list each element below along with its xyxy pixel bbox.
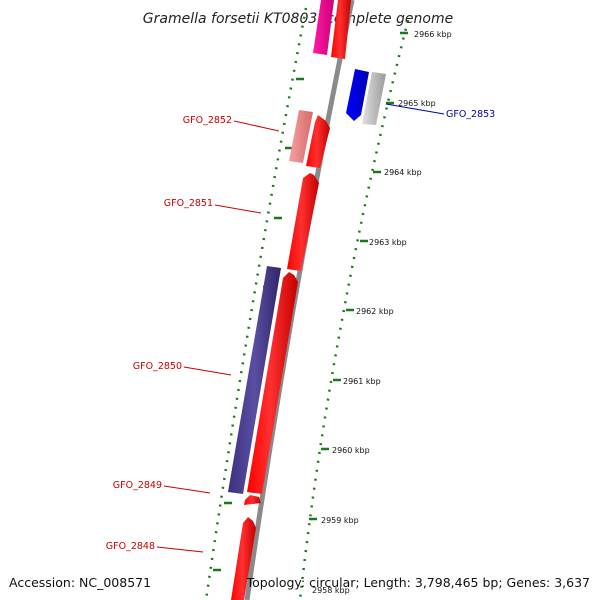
scale-tick-labels: 2966 kbp 2965 kbp 2964 kbp 2963 kbp 2962… bbox=[312, 30, 452, 595]
tick-label: 2959 kbp bbox=[321, 516, 359, 525]
feature-red-gfo-2851[interactable] bbox=[287, 173, 319, 271]
genome-title: Gramella forsetii KT0803, complete genom… bbox=[143, 11, 453, 27]
tick-label: 2961 kbp bbox=[343, 377, 381, 386]
gene-labels: GFO_2853 GFO_2852 GFO_2851 GFO_2850 GFO_… bbox=[106, 109, 495, 552]
feature-track bbox=[228, 0, 386, 600]
gene-label-gfo-2853[interactable]: GFO_2853 bbox=[446, 109, 495, 120]
tick-label: 2963 kbp bbox=[369, 238, 407, 247]
right-ruler-dots bbox=[298, 19, 410, 600]
feature-red-gfo-2848[interactable] bbox=[231, 517, 256, 600]
right-ruler bbox=[298, 19, 410, 600]
gene-leader-lines bbox=[156, 103, 445, 553]
topology-text: Topology: circular; Length: 3,798,465 bp… bbox=[246, 575, 590, 590]
feature-red-gfo-2852[interactable] bbox=[306, 115, 330, 168]
feature-salmon-gfo-2852[interactable] bbox=[289, 110, 313, 163]
tick-label: 2962 kbp bbox=[356, 307, 394, 316]
feature-red-gfo-2849[interactable] bbox=[244, 495, 261, 505]
gene-label-gfo-2850[interactable]: GFO_2850 bbox=[133, 361, 182, 372]
feature-red-gfo-2850[interactable] bbox=[247, 272, 298, 494]
feature-blue-gfo-2853[interactable] bbox=[346, 69, 369, 121]
feature-purple-gfo-2850[interactable] bbox=[228, 266, 281, 494]
tick-label: 2965 kbp bbox=[398, 99, 436, 108]
accession-text: Accession: NC_008571 bbox=[9, 575, 151, 590]
tick-label: 2958 kbp bbox=[312, 586, 350, 595]
left-ruler-dots bbox=[204, 7, 308, 600]
tick-label: 2960 kbp bbox=[332, 446, 370, 455]
tick-label: 2966 kbp bbox=[414, 30, 452, 39]
gene-label-gfo-2852[interactable]: GFO_2852 bbox=[183, 115, 232, 126]
gene-label-gfo-2848[interactable]: GFO_2848 bbox=[106, 541, 155, 552]
feature-pink-top[interactable] bbox=[313, 0, 334, 55]
feature-red-top[interactable] bbox=[331, 0, 351, 59]
feature-grey[interactable] bbox=[362, 72, 386, 125]
right-ruler-major-ticks bbox=[309, 31, 408, 521]
gene-label-gfo-2851[interactable]: GFO_2851 bbox=[164, 198, 213, 209]
gene-label-gfo-2849[interactable]: GFO_2849 bbox=[113, 480, 162, 491]
tick-label: 2964 kbp bbox=[384, 168, 422, 177]
